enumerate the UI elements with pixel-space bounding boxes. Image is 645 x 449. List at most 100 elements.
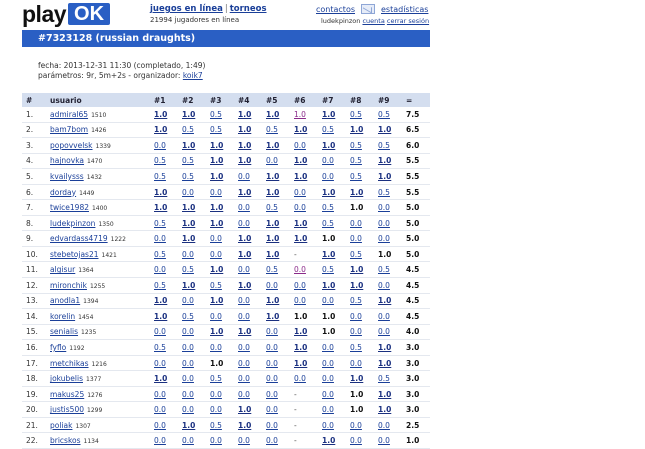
- result-link[interactable]: 0.0: [294, 280, 306, 290]
- result-link[interactable]: 1.0: [266, 296, 280, 306]
- result-link[interactable]: 1.0: [294, 156, 308, 166]
- result-link[interactable]: 1.0: [350, 374, 364, 384]
- result-link[interactable]: 0.0: [266, 280, 278, 290]
- result-link[interactable]: 0.0: [182, 358, 194, 368]
- result-link[interactable]: 0.5: [210, 280, 222, 290]
- result-link[interactable]: 1.0: [322, 280, 336, 290]
- result-link[interactable]: 0.0: [378, 327, 390, 337]
- result-link[interactable]: 0.0: [238, 389, 250, 399]
- result-link[interactable]: 0.5: [210, 420, 222, 430]
- result-link[interactable]: 0.0: [350, 218, 362, 228]
- result-link[interactable]: 1.0: [154, 296, 168, 306]
- result-link[interactable]: 1.0: [378, 125, 392, 135]
- result-link[interactable]: 1.0: [210, 140, 224, 150]
- result-link[interactable]: 1.0: [378, 405, 392, 415]
- result-link[interactable]: 0.5: [154, 156, 166, 166]
- stats-link[interactable]: estadísticas: [381, 4, 429, 14]
- result-link[interactable]: 1.0: [350, 125, 364, 135]
- result-link[interactable]: 0.0: [210, 436, 222, 446]
- result-link[interactable]: 1.0: [238, 249, 252, 259]
- result-link[interactable]: 0.5: [182, 156, 194, 166]
- result-link[interactable]: 1.0: [238, 327, 252, 337]
- result-link[interactable]: 0.0: [210, 342, 222, 352]
- result-link[interactable]: 0.0: [238, 358, 250, 368]
- result-link[interactable]: 1.0: [238, 140, 252, 150]
- user-link[interactable]: fyflo: [50, 342, 67, 352]
- result-link[interactable]: 1.0: [238, 234, 252, 244]
- user-link[interactable]: poliak: [50, 420, 73, 430]
- result-link[interactable]: 0.5: [154, 171, 166, 181]
- result-link[interactable]: 1.0: [182, 218, 196, 228]
- user-link[interactable]: senialis: [50, 327, 79, 337]
- result-link[interactable]: 1.0: [238, 420, 252, 430]
- result-link[interactable]: 0.0: [350, 311, 362, 321]
- result-link[interactable]: 1.0: [210, 265, 224, 275]
- result-link[interactable]: 0.0: [210, 187, 222, 197]
- user-link[interactable]: algisur: [50, 265, 76, 275]
- result-link[interactable]: 1.0: [350, 265, 364, 275]
- result-link[interactable]: 0.0: [154, 436, 166, 446]
- result-link[interactable]: 1.0: [294, 327, 308, 337]
- result-link[interactable]: 0.5: [350, 156, 362, 166]
- result-link[interactable]: 0.0: [266, 342, 278, 352]
- result-link[interactable]: 0.0: [322, 171, 334, 181]
- account-link[interactable]: cuenta: [362, 17, 385, 25]
- result-link[interactable]: 0.0: [182, 436, 194, 446]
- result-link[interactable]: 1.0: [266, 171, 280, 181]
- result-link[interactable]: 0.0: [210, 249, 222, 259]
- result-link[interactable]: 0.5: [378, 374, 390, 384]
- user-link[interactable]: edvardass4719: [50, 234, 108, 244]
- result-link[interactable]: 0.5: [350, 140, 362, 150]
- result-link[interactable]: 1.0: [238, 280, 252, 290]
- user-link[interactable]: justis500: [50, 405, 84, 415]
- user-link[interactable]: korelin: [50, 311, 76, 321]
- result-link[interactable]: 0.5: [322, 203, 334, 213]
- result-link[interactable]: 1.0: [322, 140, 336, 150]
- result-link[interactable]: 0.0: [182, 405, 194, 415]
- result-link[interactable]: 1.0: [350, 280, 364, 290]
- result-link[interactable]: 1.0: [322, 436, 336, 446]
- result-link[interactable]: 0.0: [182, 296, 194, 306]
- result-link[interactable]: 1.0: [238, 187, 252, 197]
- organizer-link[interactable]: koik7: [182, 71, 203, 80]
- result-link[interactable]: 0.0: [378, 311, 390, 321]
- result-link[interactable]: 1.0: [378, 171, 392, 181]
- site-logo[interactable]: play OK: [22, 3, 111, 26]
- user-link[interactable]: metchikas: [50, 358, 89, 368]
- result-link[interactable]: 1.0: [266, 234, 280, 244]
- result-link[interactable]: 1.0: [294, 218, 308, 228]
- result-link[interactable]: 0.0: [322, 420, 334, 430]
- result-link[interactable]: 0.0: [238, 342, 250, 352]
- result-link[interactable]: 1.0: [154, 187, 168, 197]
- result-link[interactable]: 0.5: [182, 265, 194, 275]
- result-link[interactable]: 0.0: [350, 358, 362, 368]
- result-link[interactable]: 0.0: [350, 234, 362, 244]
- result-link[interactable]: 1.0: [182, 203, 196, 213]
- logout-link[interactable]: cerrar sesión: [386, 17, 430, 25]
- result-link[interactable]: 1.0: [154, 374, 168, 384]
- result-link[interactable]: 1.0: [378, 156, 392, 166]
- user-link[interactable]: admiral65: [50, 109, 89, 119]
- result-link[interactable]: 0.0: [378, 436, 390, 446]
- result-link[interactable]: 1.0: [238, 156, 252, 166]
- result-link[interactable]: 0.5: [182, 125, 194, 135]
- result-link[interactable]: 0.5: [266, 125, 278, 135]
- result-link[interactable]: 0.0: [322, 389, 334, 399]
- result-link[interactable]: 0.0: [210, 405, 222, 415]
- result-link[interactable]: 1.0: [294, 358, 308, 368]
- result-link[interactable]: 0.5: [350, 109, 362, 119]
- result-link[interactable]: 1.0: [266, 187, 280, 197]
- result-link[interactable]: 0.0: [154, 140, 166, 150]
- user-link[interactable]: hajnovka: [50, 156, 85, 166]
- result-link[interactable]: 0.5: [378, 187, 390, 197]
- result-link[interactable]: 0.0: [322, 405, 334, 415]
- user-link[interactable]: twice1982: [50, 203, 89, 213]
- result-link[interactable]: 0.0: [350, 436, 362, 446]
- nav-games-link[interactable]: juegos en línea: [150, 4, 223, 14]
- user-link[interactable]: bricskos: [50, 436, 81, 446]
- result-link[interactable]: 1.0: [266, 311, 280, 321]
- result-link[interactable]: 0.0: [322, 374, 334, 384]
- user-link[interactable]: anodla1: [50, 296, 81, 306]
- result-link[interactable]: 1.0: [210, 296, 224, 306]
- result-link[interactable]: 0.0: [266, 405, 278, 415]
